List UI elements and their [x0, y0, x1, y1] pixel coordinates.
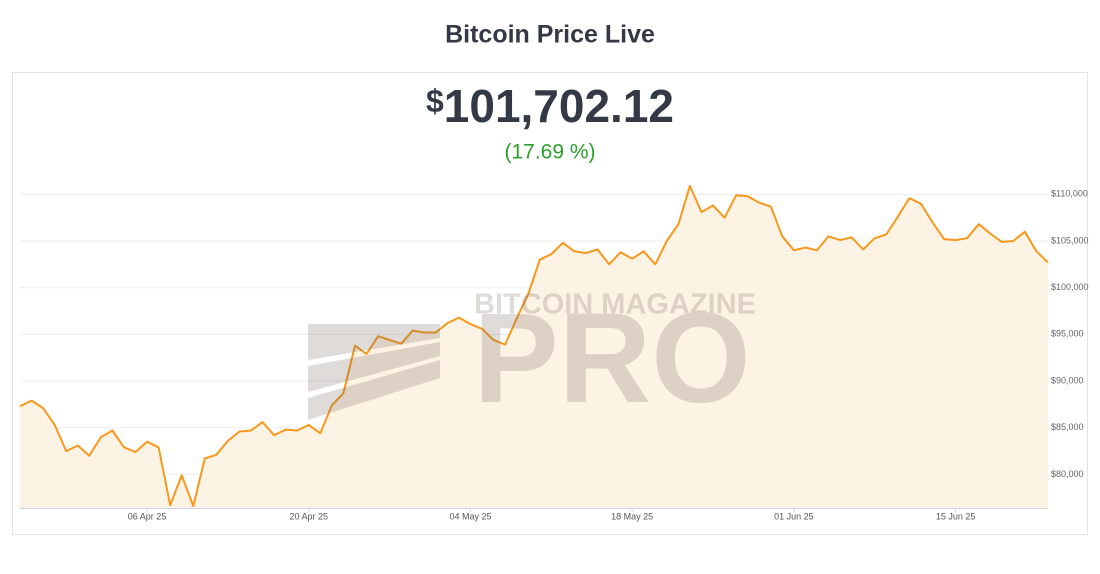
y-tick-label: $100,000 — [1051, 282, 1089, 292]
price-line — [19, 184, 1049, 508]
watermark-logo: BITCOIN MAGAZINE PRO — [308, 287, 756, 430]
page-title: Bitcoin Price Live — [445, 21, 655, 49]
x-tick-label: 20 Apr 25 — [289, 511, 328, 521]
price-change: (17.69 %) — [504, 141, 595, 164]
y-tick-label: $85,000 — [1051, 422, 1084, 432]
x-tick-label: 01 Jun 25 — [774, 511, 814, 521]
y-tick-label: $95,000 — [1051, 329, 1084, 339]
x-tick-label: 15 Jun 25 — [936, 511, 976, 521]
x-tick-label: 06 Apr 25 — [128, 511, 167, 521]
plot: $80,000 $85,000 $90,000 $95,000 $100,000 $105… — [19, 184, 1089, 521]
y-tick-label: $105,000 — [1051, 235, 1089, 245]
y-tick-label: $110,000 — [1051, 189, 1088, 199]
price-symbol: $ — [426, 83, 444, 119]
y-tick-label: $90,000 — [1051, 375, 1084, 385]
x-tick-label: 18 May 25 — [611, 511, 653, 521]
watermark-pro: PRO — [473, 287, 750, 430]
watermark-text: BITCOIN MAGAZINE — [474, 289, 756, 321]
price: $101,702.12 — [426, 80, 674, 132]
price-area — [20, 185, 1048, 508]
price-value: 101,702.12 — [444, 80, 674, 132]
x-tick-label: 04 May 25 — [449, 511, 491, 521]
y-tick-label: $80,000 — [1051, 469, 1084, 479]
